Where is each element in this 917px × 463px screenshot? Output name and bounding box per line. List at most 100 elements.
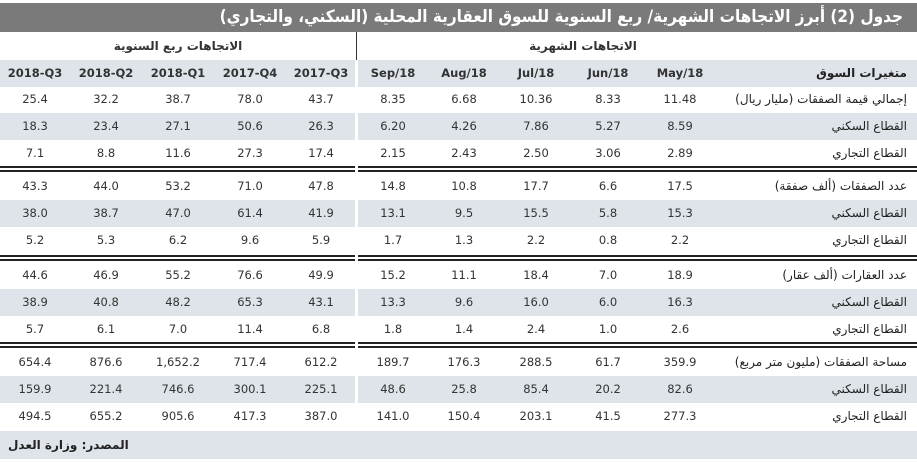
quarterly-value: 40.8 bbox=[93, 295, 119, 309]
quarterly-value: 612.2 bbox=[304, 355, 338, 369]
monthly-value: 10.8 bbox=[451, 179, 477, 193]
quarterly-value: 417.3 bbox=[233, 409, 267, 423]
table-row: 41.9 61.4 47.0 38.7 38.0 15.3 5.8 15.5 9.5 13.1 ال… bbox=[0, 200, 917, 227]
quarterly-value: 225.1 bbox=[304, 382, 338, 396]
table-row: 17.4 27.3 11.6 8.8 7.1 2.89 3.06 2.50 2.43 2.15 ال… bbox=[0, 140, 917, 167]
quarterly-value: 159.9 bbox=[18, 382, 52, 396]
monthly-value: 16.0 bbox=[523, 295, 549, 309]
quarterly-value: 43.7 bbox=[308, 92, 334, 106]
quarterly-value: 23.4 bbox=[93, 119, 119, 133]
monthly-value: 2.4 bbox=[526, 322, 546, 336]
quarterly-value: 5.2 bbox=[25, 233, 45, 247]
col-2018-q1: 2018-Q1 bbox=[150, 66, 206, 80]
monthly-value: 7.0 bbox=[598, 268, 618, 282]
monthly-value: 82.6 bbox=[667, 382, 693, 396]
row-label: القطاع السكني bbox=[831, 382, 907, 396]
monthly-value: 2.50 bbox=[523, 146, 549, 160]
quarterly-value: 876.6 bbox=[89, 355, 123, 369]
monthly-value: 9.6 bbox=[454, 295, 474, 309]
monthly-value: 6.6 bbox=[598, 179, 618, 193]
quarterly-value: 17.4 bbox=[308, 146, 334, 160]
table-row: 6.8 11.4 7.0 6.1 5.7 2.6 1.0 2.4 1.4 1.8 القطاع ال… bbox=[0, 316, 917, 343]
monthly-value: 6.68 bbox=[451, 92, 477, 106]
col-jul18: Jul/18 bbox=[517, 66, 555, 80]
quarterly-value: 26.3 bbox=[308, 119, 334, 133]
monthly-value: 15.2 bbox=[380, 268, 406, 282]
table-row: 26.3 50.6 27.1 23.4 18.3 8.59 5.27 7.86 4.26 6.20… bbox=[0, 113, 917, 140]
row-label: القطاع السكني bbox=[831, 206, 907, 220]
section-separator bbox=[0, 255, 917, 261]
col-may18: May/18 bbox=[656, 66, 704, 80]
monthly-value: 6.0 bbox=[598, 295, 618, 309]
quarterly-value: 1,652.2 bbox=[156, 355, 200, 369]
row-label: إجمالي قيمة الصفقات (مليار ريال) bbox=[735, 92, 907, 106]
monthly-value: 8.59 bbox=[667, 119, 693, 133]
monthly-value: 7.86 bbox=[523, 119, 549, 133]
quarterly-value: 11.4 bbox=[237, 322, 263, 336]
quarterly-value: 38.9 bbox=[22, 295, 48, 309]
quarterly-value: 8.8 bbox=[96, 146, 116, 160]
source-row: المصدر: وزارة العدل bbox=[0, 431, 917, 459]
quarterly-value: 71.0 bbox=[237, 179, 263, 193]
group-monthly: الاتجاهات الشهرية bbox=[529, 39, 637, 53]
monthly-value: 5.8 bbox=[598, 206, 618, 220]
col-2018-q3: 2018-Q3 bbox=[7, 66, 63, 80]
source-note: المصدر: وزارة العدل bbox=[8, 438, 129, 452]
quarterly-value: 61.4 bbox=[237, 206, 263, 220]
monthly-value: 203.1 bbox=[519, 409, 553, 423]
quarterly-value: 38.7 bbox=[165, 92, 191, 106]
col-aug18: Aug/18 bbox=[441, 66, 487, 80]
quarterly-value: 43.3 bbox=[22, 179, 48, 193]
quarterly-value: 11.6 bbox=[165, 146, 191, 160]
table-row: 612.2 717.4 1,652.2 876.6 654.4 359.9 61.7 288.… bbox=[0, 349, 917, 376]
quarterly-value: 7.0 bbox=[168, 322, 188, 336]
quarterly-value: 32.2 bbox=[93, 92, 119, 106]
quarterly-value: 44.0 bbox=[93, 179, 119, 193]
monthly-value: 85.4 bbox=[523, 382, 549, 396]
monthly-value: 13.1 bbox=[380, 206, 406, 220]
quarterly-value: 49.9 bbox=[308, 268, 334, 282]
monthly-value: 18.9 bbox=[667, 268, 693, 282]
column-header-row: 2018-Q3 2018-Q2 2018-Q1 2017-Q4 2017-Q3 … bbox=[0, 60, 917, 87]
row-label: القطاع السكني bbox=[831, 119, 907, 133]
quarterly-value: 717.4 bbox=[233, 355, 267, 369]
monthly-value: 277.3 bbox=[663, 409, 697, 423]
table-row: 43.7 78.0 38.7 32.2 25.4 11.48 8.33 10.36 6.68 8.… bbox=[0, 86, 917, 113]
monthly-value: 2.6 bbox=[670, 322, 690, 336]
quarterly-value: 48.2 bbox=[165, 295, 191, 309]
quarterly-value: 55.2 bbox=[165, 268, 191, 282]
section-separator bbox=[0, 342, 917, 348]
row-label: القطاع التجاري bbox=[832, 146, 907, 160]
monthly-value: 10.36 bbox=[519, 92, 553, 106]
monthly-value: 150.4 bbox=[447, 409, 481, 423]
table-row: 225.1 300.1 746.6 221.4 159.9 82.6 20.2 85.4 25.… bbox=[0, 376, 917, 403]
monthly-value: 359.9 bbox=[663, 355, 697, 369]
table-row: 43.1 65.3 48.2 40.8 38.9 16.3 6.0 16.0 9.6 13.3 ال… bbox=[0, 289, 917, 316]
quarterly-value: 300.1 bbox=[233, 382, 267, 396]
quarterly-value: 43.1 bbox=[308, 295, 334, 309]
quarterly-value: 47.0 bbox=[165, 206, 191, 220]
table-row: 387.0 417.3 905.6 655.2 494.5 277.3 41.5 203.1 1… bbox=[0, 403, 917, 430]
quarterly-value: 6.1 bbox=[96, 322, 116, 336]
monthly-value: 8.35 bbox=[380, 92, 406, 106]
quarterly-value: 27.1 bbox=[165, 119, 191, 133]
monthly-value: 61.7 bbox=[595, 355, 621, 369]
quarterly-value: 46.9 bbox=[93, 268, 119, 282]
monthly-value: 41.5 bbox=[595, 409, 621, 423]
col-2017-q3: 2017-Q3 bbox=[293, 66, 349, 80]
monthly-value: 17.5 bbox=[667, 179, 693, 193]
row-label: القطاع التجاري bbox=[832, 322, 907, 336]
quarterly-value: 53.2 bbox=[165, 179, 191, 193]
quarterly-value: 78.0 bbox=[237, 92, 263, 106]
row-label: القطاع التجاري bbox=[832, 409, 907, 423]
monthly-value: 48.6 bbox=[380, 382, 406, 396]
col-jun18: Jun/18 bbox=[587, 66, 629, 80]
monthly-value: 16.3 bbox=[667, 295, 693, 309]
monthly-value: 2.2 bbox=[670, 233, 690, 247]
quarterly-value: 655.2 bbox=[89, 409, 123, 423]
col-2017-q4: 2017-Q4 bbox=[222, 66, 278, 80]
quarterly-value: 221.4 bbox=[89, 382, 123, 396]
quarterly-value: 47.8 bbox=[308, 179, 334, 193]
monthly-value: 2.89 bbox=[667, 146, 693, 160]
group-divider bbox=[356, 32, 357, 60]
